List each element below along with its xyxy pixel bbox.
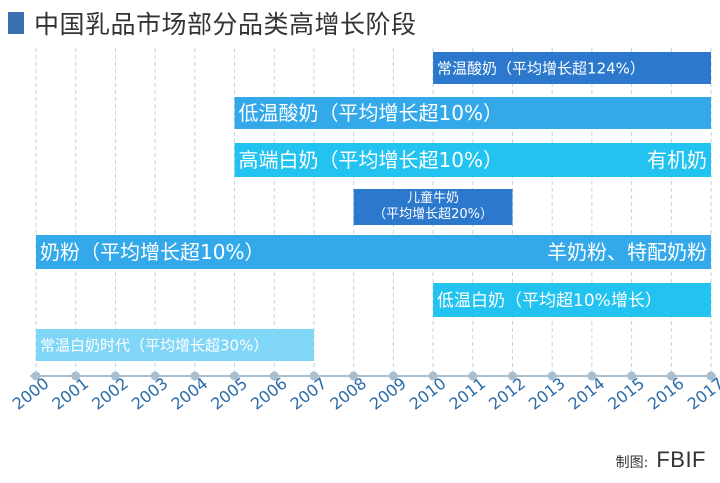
x-tick-label: 2017 [684, 374, 720, 414]
x-tick-dot [230, 371, 240, 381]
x-tick-dot [547, 371, 557, 381]
bar [234, 97, 711, 129]
page-title: 中国乳品市场部分品类高增长阶段 [34, 10, 417, 39]
x-tick-dot [388, 371, 398, 381]
bar-label: 常温酸奶（平均增长超124%） [437, 59, 645, 77]
x-tick-label: 2000 [9, 374, 53, 414]
x-tick-label: 2013 [525, 374, 569, 414]
x-tick-dot [468, 371, 478, 381]
credit: 制图: FBIF [616, 447, 706, 473]
x-tick-label: 2008 [326, 374, 370, 414]
x-tick-label: 2012 [485, 374, 529, 414]
x-tick-dot [627, 371, 637, 381]
x-tick-label: 2001 [48, 374, 92, 414]
bar-label: 常温白奶时代（平均增长超30%） [40, 336, 268, 354]
x-tick-dot [349, 371, 359, 381]
x-tick-label: 2009 [366, 374, 410, 414]
x-tick-label: 2004 [168, 374, 212, 414]
bar-label: 低温酸奶（平均增长超10%） [239, 101, 503, 125]
x-tick-dot [31, 371, 41, 381]
bar-label: 低温白奶（平均超10%增长） [437, 291, 662, 311]
bar [433, 283, 711, 317]
x-tick-dot [507, 371, 517, 381]
x-tick-label: 2005 [207, 374, 251, 414]
x-tick-label: 2003 [128, 374, 172, 414]
x-tick-dot [587, 371, 597, 381]
bar-label: （平均增长超20%） [373, 207, 493, 222]
bar-label: 儿童牛奶 [407, 190, 459, 206]
x-tick-label: 2007 [287, 374, 331, 414]
x-tick-label: 2006 [247, 374, 291, 414]
bar-label: 高端白奶（平均增长超10%） [239, 148, 503, 172]
bar [433, 52, 711, 84]
x-tick-dot [269, 371, 279, 381]
x-tick-label: 2002 [88, 374, 132, 414]
x-tick-label: 2011 [445, 374, 489, 414]
title-block: 中国乳品市场部分品类高增长阶段 [8, 6, 417, 40]
credit-label: 制图: [615, 455, 649, 471]
x-tick-dot [428, 371, 438, 381]
bar-label: 奶粉（平均增长超10%） [40, 240, 264, 264]
x-tick-label: 2014 [565, 374, 609, 414]
bar [36, 329, 314, 361]
title-marker [8, 12, 24, 34]
x-tick-label: 2016 [644, 374, 688, 414]
credit-brand: FBIF [656, 447, 706, 472]
x-tick-label: 2010 [406, 374, 450, 414]
bar-label-right: 有机奶 [647, 148, 707, 172]
bar [353, 189, 513, 225]
x-tick-dot [706, 371, 716, 381]
x-tick-dot [666, 371, 676, 381]
bar [36, 235, 711, 269]
bar-label-right: 羊奶粉、特配奶粉 [547, 240, 707, 264]
x-tick-label: 2015 [604, 374, 648, 414]
x-tick-dot [110, 371, 120, 381]
x-tick-dot [190, 371, 200, 381]
x-tick-dot [309, 371, 319, 381]
bar [234, 143, 711, 177]
x-tick-dot [71, 371, 81, 381]
x-tick-dot [150, 371, 160, 381]
